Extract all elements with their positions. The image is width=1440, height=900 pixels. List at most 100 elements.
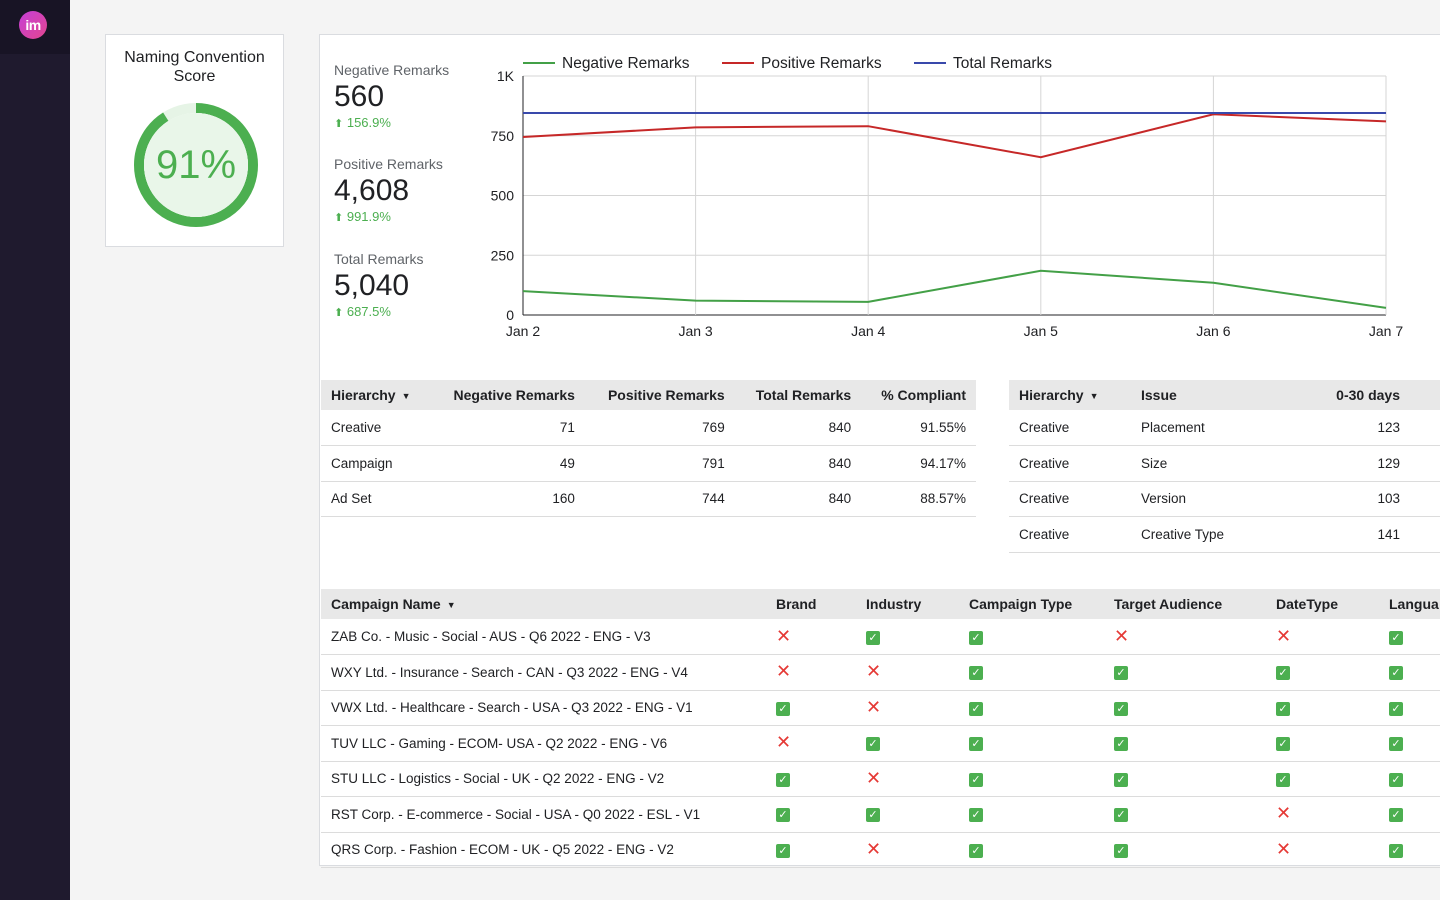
col-header[interactable]: Campaign Type [959, 589, 1104, 619]
kpi-total-remarks: Total Remarks 5,040 ⬆ 687.5% [334, 251, 423, 319]
col-header[interactable]: % Compliant [861, 380, 976, 410]
table-cell: Size [1131, 445, 1277, 482]
table-cell: 49 [430, 445, 585, 482]
col-header[interactable]: Negative Remarks [430, 380, 585, 410]
table-cell: 71 [430, 410, 585, 446]
status-cell: ✓ [856, 725, 959, 762]
status-cell: ✓ [1104, 832, 1266, 868]
table-cell: 94.17% [861, 445, 976, 482]
table-row[interactable]: RST Corp. - E-commerce - Social - USA - … [321, 796, 1440, 833]
check-icon: ✓ [776, 701, 790, 716]
cross-icon: ✕ [776, 732, 792, 753]
check-icon: ✓ [1276, 772, 1290, 787]
status-cell: ✓ [1104, 654, 1266, 691]
status-cell: ✕ [856, 690, 959, 726]
table-cell: Creative [1009, 445, 1131, 482]
sort-down-icon[interactable]: ▼ [401, 391, 411, 401]
col-header[interactable]: Brand [766, 589, 856, 619]
col-header[interactable]: Positive Remarks [584, 380, 735, 410]
table-cell: Creative Type [1131, 516, 1277, 553]
col-header-hierarchy[interactable]: Hierarchy ▼ [1009, 380, 1131, 410]
y-tick-label: 750 [491, 128, 515, 144]
sort-down-icon[interactable]: ▼ [446, 600, 456, 610]
table-cell: 791 [584, 445, 735, 482]
check-icon: ✓ [1114, 701, 1128, 716]
sort-down-icon[interactable]: ▼ [1089, 391, 1099, 401]
table-row[interactable]: WXY Ltd. - Insurance - Search - CAN - Q3… [321, 654, 1440, 691]
table-row[interactable]: Ad Set 160 744 840 88.57% [321, 481, 976, 517]
check-icon: ✓ [969, 630, 983, 645]
kpi-value: 5,040 [334, 269, 410, 302]
col-header[interactable]: Target Audience [1104, 589, 1266, 619]
campaign-name-cell: STU LLC - Logistics - Social - UK - Q2 2… [321, 761, 766, 797]
status-cell: ✕ [1266, 796, 1379, 833]
table-cell: Creative [321, 410, 431, 446]
campaign-name-cell: RST Corp. - E-commerce - Social - USA - … [321, 796, 766, 833]
app-logo[interactable]: im [19, 11, 47, 39]
col-header[interactable]: DateType [1266, 589, 1379, 619]
table-row[interactable]: STU LLC - Logistics - Social - UK - Q2 2… [321, 761, 1440, 797]
table-row[interactable]: Creative 71 769 840 91.55% [321, 410, 976, 446]
check-icon: ✓ [1389, 701, 1403, 716]
arrow-up-icon: ⬆ [334, 212, 344, 224]
status-cell: ✕ [1266, 619, 1379, 655]
check-icon: ✓ [1389, 843, 1403, 858]
status-cell: ✕ [1266, 832, 1379, 868]
campaign-name-cell: WXY Ltd. - Insurance - Search - CAN - Q3… [321, 654, 766, 691]
col-header[interactable]: Issue [1131, 380, 1277, 410]
campaign-name-cell: VWX Ltd. - Healthcare - Search - USA - Q… [321, 690, 766, 726]
y-tick-label: 0 [506, 307, 514, 323]
col-header[interactable]: Total Remarks [734, 380, 862, 410]
table-cell: Campaign [321, 445, 431, 482]
score-value: 91% [155, 142, 237, 187]
x-tick-label: Jan 6 [1196, 323, 1230, 339]
check-icon: ✓ [776, 772, 790, 787]
table-cell: 91.55% [861, 410, 976, 446]
legend-label: Positive Remarks [761, 55, 882, 72]
kpi-delta: ⬆ 687.5% [334, 304, 391, 319]
table-row[interactable]: Creative Creative Type 141 [1009, 516, 1440, 553]
col-header-hierarchy[interactable]: Hierarchy ▼ [321, 380, 431, 410]
table-cell: Creative [1009, 410, 1131, 446]
table-cell: 744 [584, 481, 735, 517]
x-tick-label: Jan 2 [506, 323, 540, 339]
table-row[interactable]: Creative Placement 123 [1009, 410, 1440, 446]
col-header[interactable]: Langua [1379, 589, 1440, 619]
table-row[interactable]: Creative Version 103 [1009, 481, 1440, 517]
table-cell: 840 [734, 481, 862, 517]
cross-icon: ✕ [866, 838, 882, 859]
table-row[interactable]: TUV LLC - Gaming - ECOM- USA - Q2 2022 -… [321, 725, 1440, 762]
cross-icon: ✕ [1276, 803, 1292, 824]
kpi-negative-remarks: Negative Remarks 560 ⬆ 156.9% [334, 62, 449, 130]
table-cell: 123 [1276, 410, 1440, 446]
table-cell: Creative [1009, 516, 1131, 553]
table-cell: 103 [1276, 481, 1440, 517]
status-cell: ✓ [959, 690, 1104, 726]
arrow-up-icon: ⬆ [334, 118, 344, 130]
check-icon: ✓ [1276, 666, 1290, 681]
status-cell: ✓ [959, 761, 1104, 797]
table-row[interactable]: ZAB Co. - Music - Social - AUS - Q6 2022… [321, 619, 1440, 655]
check-icon: ✓ [969, 843, 983, 858]
check-icon: ✓ [1114, 666, 1128, 681]
table-row[interactable]: Creative Size 129 [1009, 445, 1440, 482]
remarks-line-chart: 0 250 500 750 1K Jan 2 Jan 3 Jan 4 Jan 5 Jan 6 Jan… [491, 55, 1404, 339]
status-cell: ✓ [1104, 725, 1266, 762]
check-icon: ✓ [1114, 808, 1128, 823]
status-cell: ✓ [1266, 654, 1379, 691]
sidebar-header: im [0, 0, 70, 54]
status-cell: ✓ [1266, 690, 1379, 726]
table-row[interactable]: QRS Corp. - Fashion - ECOM - UK - Q5 202… [321, 832, 1440, 868]
table-row[interactable]: Campaign 49 791 840 94.17% [321, 445, 976, 482]
table-cell: 141 [1276, 516, 1440, 553]
x-tick-label: Jan 3 [678, 323, 712, 339]
check-icon: ✓ [866, 737, 880, 752]
cross-icon: ✕ [1276, 625, 1292, 646]
table-row[interactable]: VWX Ltd. - Healthcare - Search - USA - Q… [321, 690, 1440, 726]
status-cell: ✕ [856, 761, 959, 797]
status-cell: ✓ [766, 832, 856, 868]
col-header-campaign-name[interactable]: Campaign Name ▼ [321, 589, 766, 619]
status-cell: ✓ [1379, 761, 1440, 797]
col-header[interactable]: 0-30 days [1276, 380, 1440, 410]
col-header[interactable]: Industry [856, 589, 959, 619]
